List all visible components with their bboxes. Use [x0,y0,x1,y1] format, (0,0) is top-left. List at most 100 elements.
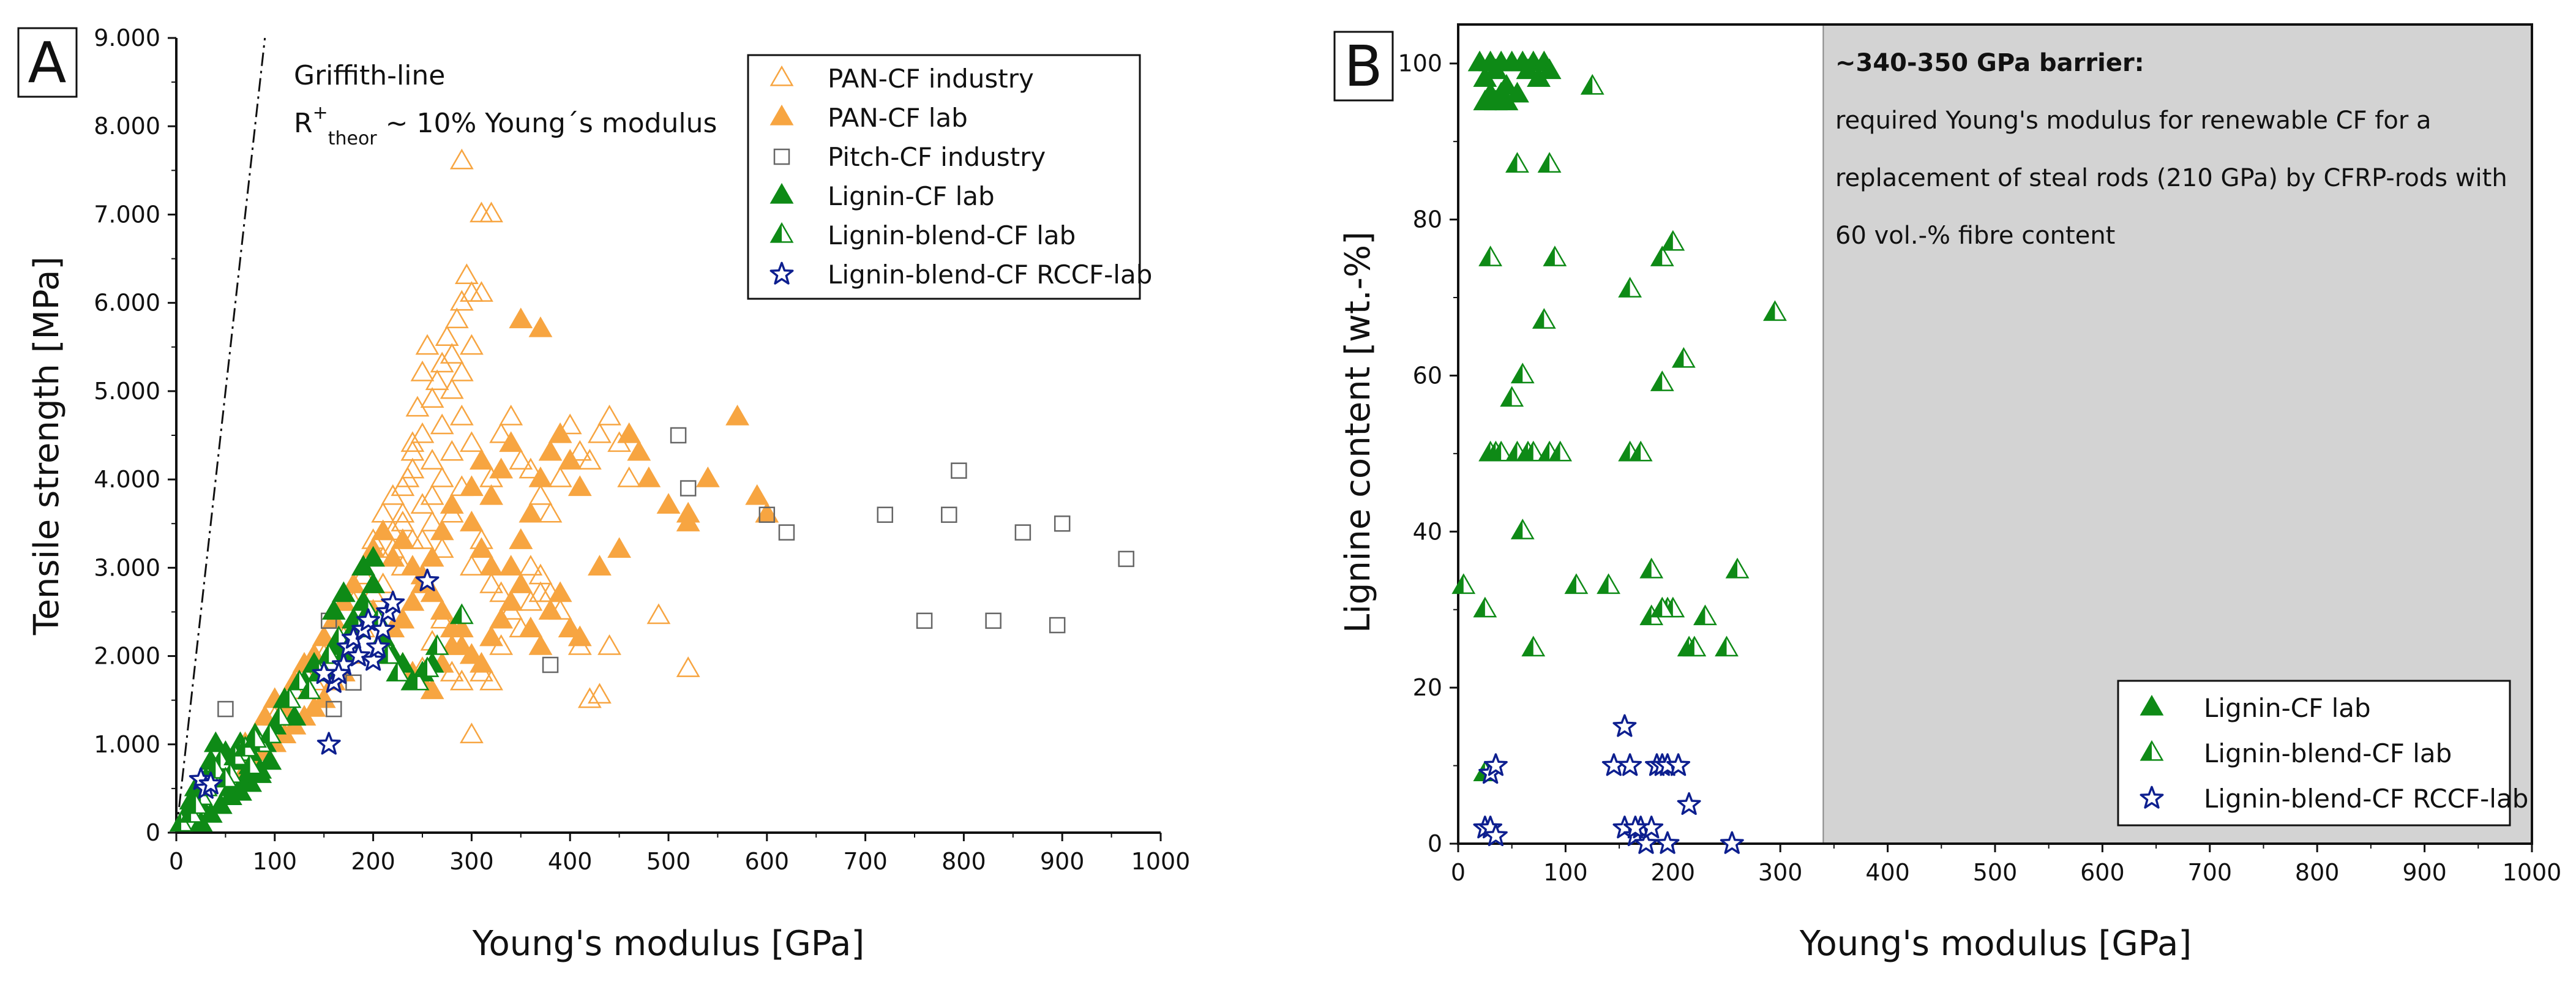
point-pan-cf-industry [519,457,543,479]
griffith-line-label: Griffith-line [294,60,445,91]
point-lignin-blend-cf-rccf-lab [312,661,336,684]
point-lignin-blend-cf-lab-fill [1673,348,1684,367]
point-pan-cf-lab [459,511,484,531]
point-pan-cf-industry [646,603,671,624]
point-pan-cf-industry [459,431,484,452]
point-lignin-blend-cf-lab-fill [1582,75,1593,94]
point-lignin-blend-cf-rccf-lab [1677,792,1701,816]
point-pan-cf-lab [312,625,336,647]
point-pan-cf-lab [420,546,444,567]
point-pan-cf-industry [459,722,484,744]
panel-b-x-tick-label: 900 [2402,859,2447,886]
point-pitch-cf-industry [1054,515,1071,532]
point-pan-cf-industry [528,484,553,505]
legend-label-pan-cf-industry: PAN-CF industry [828,64,1034,94]
griffith-formula-suffix: ~ 10% Young´s modulus [377,108,717,139]
griffith-formula-r: R [294,108,313,139]
point-lignin-blend-cf-lab-fill [1662,231,1673,250]
point-pan-cf-lab [656,493,681,514]
legend-marker-lignin-blend-cf-rccf-lab [2140,786,2164,809]
point-pan-cf-industry [440,378,464,399]
panel-b-x-tick-label: 100 [1543,859,1588,886]
point-lignin-blend-cf-lab-fill [259,724,270,743]
point-pan-cf-industry [577,449,602,470]
point-lignin-blend-cf-lab-fill [1474,598,1485,617]
legend-label-lignin-cf-lab: Lignin-CF lab [828,181,995,211]
point-lignin-blend-cf-lab-fill [1549,442,1560,461]
point-pan-cf-lab [440,634,464,655]
panel-b-y-tick-label: 80 [1413,206,1442,233]
point-pitch-cf-industry [985,612,1002,629]
point-pan-cf-industry [577,687,602,708]
panel-b-y-tick-label: 40 [1413,518,1442,545]
legend-marker-lignin-cf-lab [2140,694,2164,716]
point-lignin-cf-lab [1505,81,1529,103]
panel-a-legend-frame [747,54,1141,300]
point-pan-cf-lab [302,696,326,717]
legend-marker-pitch-cf-industry [773,148,790,165]
panel-b-y-tick-label: 20 [1413,674,1442,701]
point-lignin-blend-cf-lab-fill [1538,153,1550,172]
panel-a-y-tick-label: 6.000 [94,290,160,317]
point-pan-cf-lab [381,546,405,567]
point-lignin-blend-cf-lab-fill [1538,442,1550,461]
point-pan-cf-lab [499,431,523,452]
point-pan-cf-lab [745,484,769,505]
point-pan-cf-lab [470,651,493,673]
point-pan-cf-lab [588,555,612,576]
panel-b-legend-frame [2117,680,2511,827]
point-pan-cf-lab [519,617,543,637]
point-pan-cf-lab [558,449,582,470]
point-lignin-blend-cf-lab-fill [1501,388,1512,407]
panel-a-y-tick-label: 5.000 [94,378,160,405]
legend-marker-lignin-cf-lab [769,182,794,204]
series-lignin-cf-lab [1467,50,1562,111]
point-lignin-blend-cf-rccf-lab [356,608,380,631]
panel-a-x-tick-label: 700 [843,848,888,875]
point-pan-cf-lab [509,572,533,593]
point-pan-cf-lab [479,484,503,505]
point-lignin-blend-cf-lab-fill [279,689,290,708]
point-pan-cf-industry [597,634,621,655]
point-lignin-blend-cf-lab-fill [1490,442,1502,461]
panel-a-x-tick-label: 800 [942,848,986,875]
panel-a-letter-box [17,27,78,98]
point-lignin-blend-cf-lab-fill [451,605,462,624]
point-pan-cf-lab [538,599,563,620]
barrier-line-1: required Young's modulus for renewable C… [1835,107,2432,135]
point-lignin-blend-cf-rccf-lab [366,634,391,658]
point-pan-cf-industry [440,343,464,364]
point-pan-cf-lab [391,528,415,549]
point-pan-cf-industry [420,511,444,531]
point-lignin-cf-lab [1537,58,1562,80]
point-pitch-cf-industry [758,506,776,523]
point-pan-cf-lab [449,617,474,637]
point-pan-cf-industry [449,669,474,691]
point-pitch-cf-industry [670,427,687,444]
panel-a-y-tick-label: 7.000 [94,201,160,228]
point-lignin-blend-cf-rccf-lab [1618,753,1642,776]
panel-a-y-tick-label: 9.000 [94,24,160,51]
point-lignin-blend-cf-lab-fill [1511,520,1523,539]
panel-b-x-tick-label: 0 [1451,859,1466,886]
panel-b-y-tick-label: 100 [1398,50,1442,77]
point-lignin-blend-cf-rccf-lab [415,568,440,591]
panel-a-y-tick-label: 1.000 [94,731,160,758]
point-pitch-cf-industry [1118,550,1134,568]
point-pan-cf-industry [588,422,612,443]
point-pan-cf-industry [449,148,474,170]
point-lignin-blend-cf-rccf-lab [1720,831,1744,854]
point-pan-cf-industry [415,334,440,355]
legend-marker-lignin-blend-cf-lab-fill [2141,741,2152,760]
point-pan-cf-lab [470,449,493,470]
point-lignin-blend-cf-rccf-lab [1666,753,1691,776]
point-lignin-blend-cf-lab-fill [387,662,398,681]
series-lignin-blend-cf-rccf-lab [189,568,440,799]
panel-a-y-tick-label: 2.000 [94,643,160,670]
panel-a-legend: PAN-CF industry PAN-CF lab Pitch-CF indust… [747,54,1152,300]
point-pan-cf-lab [391,607,415,629]
point-lignin-blend-cf-lab-fill [1630,442,1641,461]
point-lignin-blend-cf-lab-fill [1507,153,1518,172]
point-pan-cf-industry [420,387,444,408]
griffith-line [175,37,266,833]
